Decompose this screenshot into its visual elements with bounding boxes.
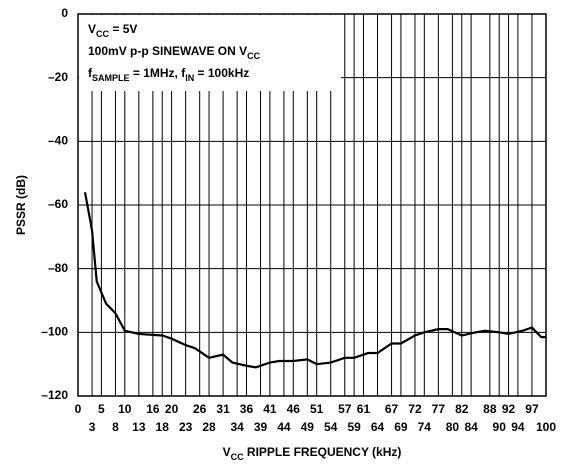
x-tick-label: 46	[287, 402, 301, 416]
annotation-part: SAMPLE	[92, 73, 130, 83]
x-tick-label: 34	[230, 420, 244, 434]
y-tick-label: –100	[41, 325, 68, 339]
x-tick-label: 36	[240, 402, 254, 416]
annotation-part: f	[88, 66, 93, 80]
x-tick-label: 20	[165, 402, 179, 416]
y-tick-label: –20	[48, 70, 68, 84]
x-tick-label: 23	[179, 420, 193, 434]
x-tick-label: 84	[464, 420, 478, 434]
y-axis-label: PSSR (dB)	[14, 175, 28, 235]
annotation: 100mV p-p SINEWAVE ON VCC	[88, 44, 261, 61]
x-tick-label: 67	[385, 402, 399, 416]
x-tick-label: 59	[347, 420, 361, 434]
y-tick-label: –120	[41, 388, 68, 402]
x-tick-label: 74	[418, 420, 432, 434]
x-tick-label: 88	[483, 402, 497, 416]
y-tick-label: –80	[48, 261, 68, 275]
x-tick-label: 39	[254, 420, 268, 434]
x-tick-label: 69	[394, 420, 408, 434]
annotation-part: 100mV p-p SINEWAVE ON V	[88, 44, 247, 58]
x-axis-label: VCC RIPPLE FREQUENCY (kHz)	[223, 445, 402, 462]
y-tick-label: 0	[61, 6, 68, 20]
annotation-part: CC	[247, 51, 260, 61]
annotation: VCC = 5V	[88, 22, 137, 39]
x-tick-label: 80	[446, 420, 460, 434]
x-tick-label: 13	[132, 420, 146, 434]
annotation-part: = 100kHz	[194, 66, 249, 80]
x-tick-label: 3	[89, 420, 96, 434]
x-tick-label: 31	[216, 402, 230, 416]
annotation-box	[79, 15, 341, 91]
x-tick-label: 18	[156, 420, 170, 434]
x-tick-label: 90	[493, 420, 507, 434]
x-axis-label-part: CC	[231, 452, 244, 462]
x-tick-label: 44	[277, 420, 291, 434]
annotation-part: IN	[185, 73, 194, 83]
x-tick-label: 0	[75, 402, 82, 416]
data-line	[83, 192, 546, 369]
x-tick-label: 82	[455, 402, 469, 416]
x-tick-label: 54	[324, 420, 338, 434]
x-tick-label: 97	[525, 402, 539, 416]
x-tick-label: 26	[193, 402, 207, 416]
annotation-part: = 5V	[109, 22, 137, 36]
x-tick-label: 72	[408, 402, 422, 416]
x-tick-label: 61	[357, 402, 371, 416]
x-tick-label: 8	[112, 420, 119, 434]
x-tick-label: 28	[202, 420, 216, 434]
x-tick-label: 92	[502, 402, 516, 416]
y-tick-label: –40	[48, 134, 68, 148]
x-tick-label: 16	[146, 402, 160, 416]
annotation-part: CC	[96, 29, 109, 39]
annotation-part: = 1MHz, f	[130, 66, 187, 80]
x-tick-label: 49	[301, 420, 315, 434]
x-axis-label-part: RIPPLE FREQUENCY (kHz)	[244, 445, 402, 459]
x-tick-label: 100	[536, 420, 556, 434]
x-tick-label: 5	[98, 402, 105, 416]
x-tick-label: 64	[371, 420, 385, 434]
x-axis-label-part: V	[223, 445, 231, 459]
annotation: fSAMPLE = 1MHz, fIN = 100kHz	[88, 66, 249, 83]
x-tick-label: 94	[511, 420, 525, 434]
x-tick-label: 57	[338, 402, 352, 416]
x-tick-label: 10	[118, 402, 132, 416]
x-tick-label: 51	[310, 402, 324, 416]
plot-frame	[77, 13, 547, 397]
annotation-part: V	[88, 22, 96, 36]
x-tick-label: 41	[263, 402, 277, 416]
y-tick-label: –60	[48, 197, 68, 211]
x-tick-label: 77	[432, 402, 446, 416]
